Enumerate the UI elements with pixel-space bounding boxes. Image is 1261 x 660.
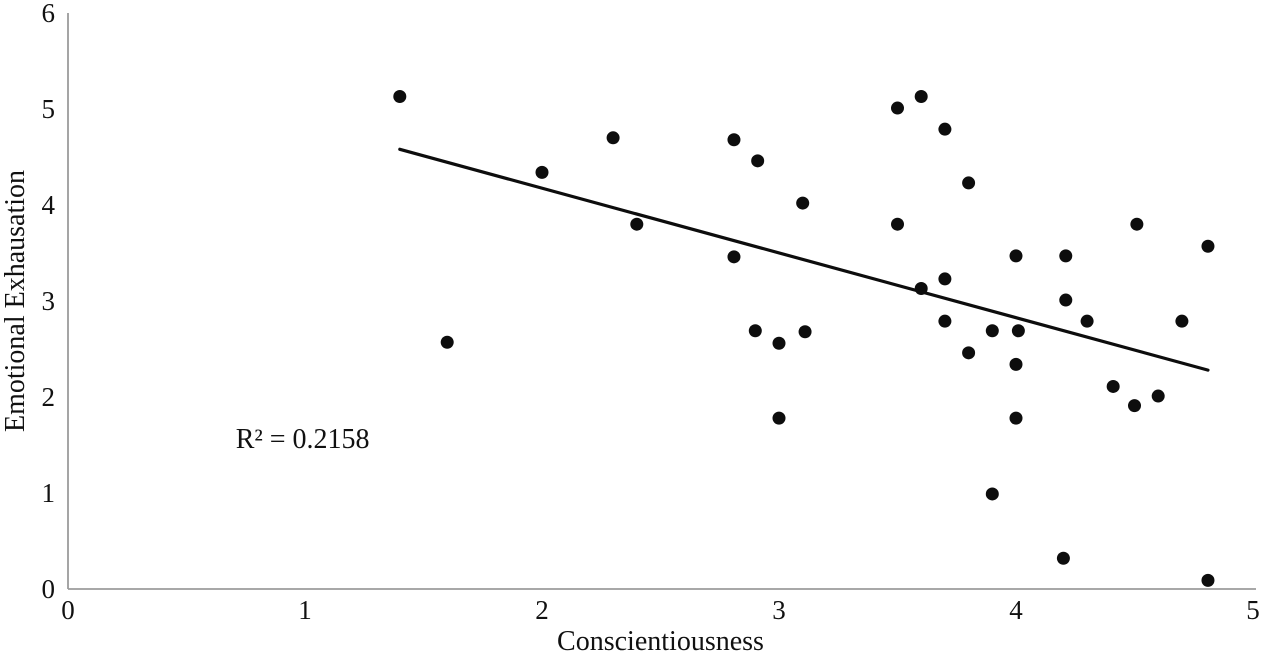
data-point — [798, 325, 812, 339]
data-point — [440, 335, 454, 349]
data-point — [985, 324, 999, 338]
data-point — [1011, 324, 1025, 338]
data-point — [891, 217, 904, 231]
y-tick-label: 3 — [42, 286, 56, 316]
x-tick-label: 2 — [535, 595, 549, 625]
data-point — [1080, 314, 1094, 328]
axes — [67, 13, 1256, 590]
y-tick-label: 0 — [42, 574, 56, 604]
y-tick-label: 1 — [42, 478, 56, 508]
y-tick-label: 4 — [42, 190, 56, 220]
data-points — [393, 90, 1215, 587]
data-point — [727, 133, 741, 147]
data-point — [1175, 314, 1189, 328]
r-squared-annotation: R² = 0.2158 — [236, 424, 370, 455]
data-point — [630, 217, 644, 231]
x-axis-title: Conscientiousness — [557, 626, 764, 657]
data-point — [962, 346, 976, 360]
data-point — [1009, 249, 1023, 263]
data-point — [751, 154, 765, 168]
data-point — [1151, 389, 1165, 403]
data-point — [535, 165, 549, 179]
trend-line — [398, 147, 1210, 372]
trend-line-segment — [398, 147, 1210, 372]
x-tick-label: 0 — [61, 595, 75, 625]
data-point — [772, 411, 786, 425]
data-point — [1201, 573, 1215, 587]
y-axis-title: Emotional Exhausation — [0, 170, 31, 432]
data-point — [796, 196, 810, 210]
data-point — [1059, 293, 1073, 307]
data-point — [962, 176, 976, 190]
y-tick-label: 5 — [42, 94, 56, 124]
data-point — [748, 324, 762, 338]
x-tick-label: 3 — [772, 595, 786, 625]
data-point — [1009, 357, 1023, 371]
data-point — [1201, 239, 1215, 253]
data-point — [1130, 217, 1144, 231]
x-tick-label: 5 — [1246, 595, 1260, 625]
x-tick-label: 4 — [1009, 595, 1023, 625]
y-axis-tick-labels: 0 1 2 3 4 5 6 — [42, 0, 56, 604]
data-point — [914, 90, 928, 104]
data-point — [727, 250, 741, 264]
data-point — [985, 487, 999, 501]
data-point — [1128, 399, 1141, 413]
y-tick-label: 2 — [42, 382, 56, 412]
data-point — [1106, 379, 1120, 393]
data-point — [606, 131, 620, 145]
x-axis-tick-labels: 0 1 2 3 4 5 — [61, 595, 1260, 625]
data-point — [1056, 551, 1070, 565]
x-tick-label: 1 — [298, 595, 312, 625]
data-point — [1059, 249, 1073, 263]
data-point — [891, 101, 904, 115]
data-point — [1009, 411, 1023, 425]
data-point — [772, 336, 786, 350]
data-point — [938, 122, 952, 136]
data-point — [938, 314, 952, 328]
data-point — [393, 90, 407, 104]
data-point — [938, 272, 952, 286]
y-tick-label: 6 — [42, 0, 56, 28]
